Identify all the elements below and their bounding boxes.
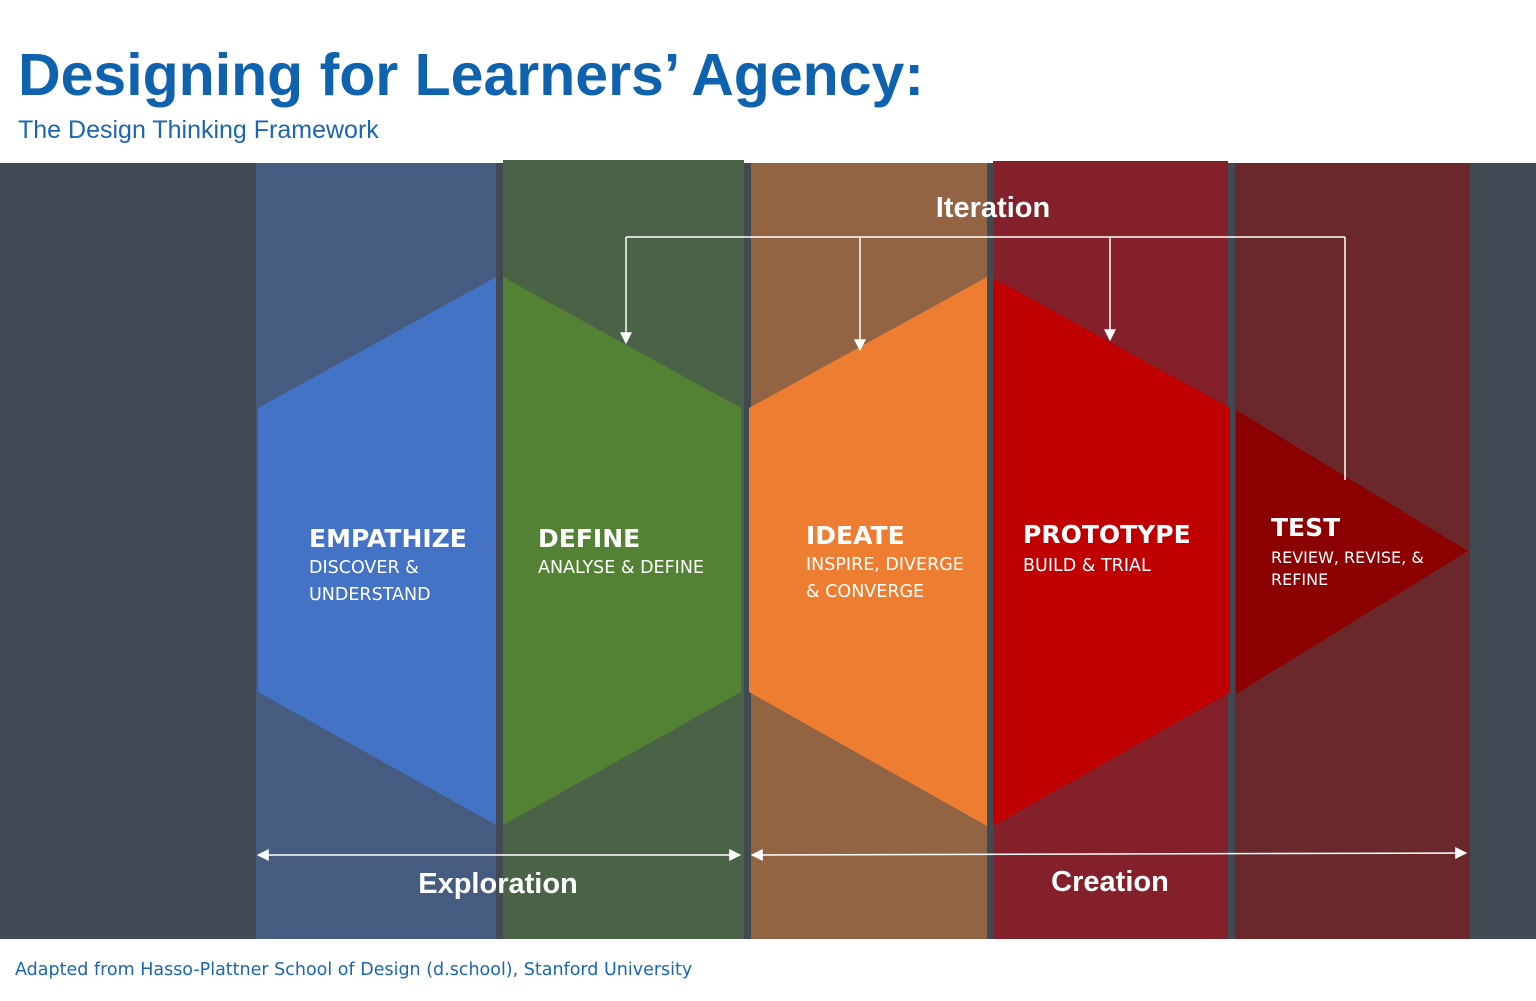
ideate-shape [749, 277, 987, 826]
page-subtitle: The Design Thinking Framework [18, 116, 379, 144]
creation-label: Creation [1051, 866, 1169, 898]
phase-title: PROTOTYPE [1023, 520, 1191, 549]
phase-subtitle-line: REFINE [1271, 570, 1328, 589]
phase-prototype-label: PROTOTYPE BUILD & TRIAL [1023, 520, 1191, 576]
phase-subtitle-line: ANALYSE & DEFINE [538, 558, 704, 578]
phase-subtitle-line: UNDERSTAND [309, 585, 431, 605]
phase-test-label: TEST REVIEW, REVISE, & REFINE [1271, 513, 1424, 589]
iteration-label: Iteration [936, 192, 1050, 224]
phase-empathize-label: EMPATHIZE DISCOVER & UNDERSTAND [309, 524, 467, 605]
phase-subtitle-line: INSPIRE, DIVERGE [806, 555, 964, 575]
iteration-connector [620, 236, 1346, 480]
phase-title: IDEATE [806, 521, 905, 550]
define-shape [503, 277, 741, 825]
phase-title: TEST [1271, 513, 1340, 542]
creation-span-arrow [750, 847, 1468, 861]
page-title: Designing for Learners’ Agency: [18, 42, 924, 108]
phase-subtitle-line: DISCOVER & [309, 558, 419, 578]
phase-title: DEFINE [538, 524, 640, 553]
phase-subtitle-line: & CONVERGE [806, 582, 924, 602]
phase-ideate-label: IDEATE INSPIRE, DIVERGE & CONVERGE [806, 521, 964, 602]
source-credit: Adapted from Hasso-Plattner School of De… [15, 960, 693, 980]
phase-subtitle-line: BUILD & TRIAL [1023, 556, 1151, 576]
prototype-shape [993, 278, 1230, 826]
exploration-label: Exploration [418, 868, 578, 900]
phase-subtitle-line: REVIEW, REVISE, & [1271, 548, 1424, 567]
test-shape [1236, 410, 1468, 694]
phase-title: EMPATHIZE [309, 524, 467, 553]
empathize-shape [258, 277, 496, 825]
phase-define-label: DEFINE ANALYSE & DEFINE [538, 524, 704, 578]
